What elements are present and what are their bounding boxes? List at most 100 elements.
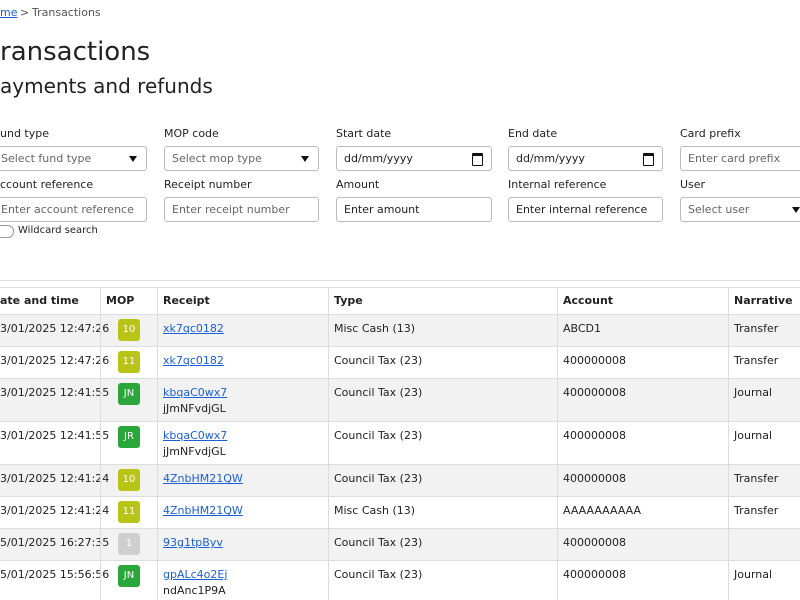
breadcrumb-separator: > [20,6,30,19]
breadcrumb-current: Transactions [32,6,101,19]
divider [0,280,800,281]
filter-placeholder: dd/mm/yyyy [344,152,413,165]
account-cell: 400000008 [563,386,626,399]
account-cell: AAAAAAAAAA [563,504,642,517]
filter-input[interactable]: Enter internal reference [508,197,663,222]
filter-label: und type [0,127,49,140]
column-border [328,287,329,600]
filter-input[interactable]: Enter card prefix [680,146,800,171]
filter-placeholder: Select fund type [1,152,92,165]
receipt-link[interactable]: kbqaC0wx7 [163,429,228,442]
mop-badge: JN [118,565,140,587]
narrative-cell: Journal [734,568,773,581]
mop-badge: 10 [118,319,140,341]
filter-placeholder: Select mop type [172,152,262,165]
receipt-link[interactable]: gpALc4o2Ej [163,568,228,581]
receipt-link[interactable]: 4ZnbHM21QW [163,504,243,517]
filter-placeholder: Enter internal reference [516,203,648,216]
page-title: ransactions [0,37,151,67]
type-cell: Council Tax (23) [334,386,423,399]
dropdown-arrow [129,156,137,162]
table-header-border [0,287,800,288]
filter-label: End date [508,127,558,140]
dropdown-arrow [792,207,800,213]
filter-label: Card prefix [680,127,741,140]
filter-placeholder: Enter receipt number [172,203,290,216]
filter-input[interactable]: Enter account reference [0,197,147,222]
wildcard-toggle[interactable] [0,225,14,238]
filter-input[interactable]: Enter receipt number [164,197,319,222]
receipt-link[interactable]: xk7qc0182 [163,322,224,335]
receipt-link[interactable]: kbqaC0wx7 [163,386,228,399]
column-header: ate and time [0,294,79,307]
filter-label: MOP code [164,127,219,140]
type-cell: Council Tax (23) [334,568,423,581]
narrative-cell: Transfer [734,354,779,367]
type-cell: Council Tax (23) [334,354,423,367]
type-cell: Misc Cash (13) [334,504,416,517]
filter-input[interactable]: Enter amount [336,197,492,222]
date-cell: 3/01/2025 12:41:55 [0,386,110,399]
date-cell: 5/01/2025 16:27:35 [0,536,110,549]
filter-input[interactable]: Select mop type [164,146,319,171]
column-header: Receipt [163,294,210,307]
account-cell: 400000008 [563,354,626,367]
narrative-cell: Transfer [734,472,779,485]
filter-label: ccount reference [0,178,94,191]
narrative-cell: Journal [734,386,773,399]
account-cell: 400000008 [563,429,626,442]
type-cell: Council Tax (23) [334,429,423,442]
column-header: Type [334,294,363,307]
filter-placeholder: Enter amount [344,203,420,216]
mop-badge: JN [118,383,140,405]
mop-badge: 10 [118,469,140,491]
filter-label: Internal reference [508,178,607,191]
column-header: Account [563,294,614,307]
narrative-cell: Transfer [734,322,779,335]
receipt-reference: jJmNFvdjGL [163,445,226,458]
account-cell: ABCD1 [563,322,602,335]
date-cell: 3/01/2025 12:47:26 [0,322,110,335]
narrative-cell: Journal [734,429,773,442]
filter-label: Amount [336,178,380,191]
filter-input[interactable]: dd/mm/yyyy [336,146,492,171]
receipt-link[interactable]: 93g1tpByv [163,536,223,549]
type-cell: Council Tax (23) [334,536,423,549]
type-cell: Council Tax (23) [334,472,423,485]
date-cell: 5/01/2025 15:56:56 [0,568,110,581]
receipt-link[interactable]: xk7qc0182 [163,354,224,367]
mop-badge: 11 [118,501,140,523]
filter-label: Receipt number [164,178,252,191]
narrative-cell: Transfer [734,504,779,517]
column-border [100,287,101,600]
filter-input[interactable]: dd/mm/yyyy [508,146,663,171]
receipt-link[interactable]: 4ZnbHM21QW [163,472,243,485]
account-cell: 400000008 [563,568,626,581]
page-subtitle: ayments and refunds [0,74,213,98]
filter-input[interactable]: Select fund type [0,146,147,171]
filter-placeholder: Select user [688,203,750,216]
wildcard-label: Wildcard search [18,225,98,236]
date-cell: 3/01/2025 12:41:55 [0,429,110,442]
calendar-icon [643,153,654,166]
receipt-reference: jJmNFvdjGL [163,402,226,415]
filter-input[interactable]: Select user [680,197,800,222]
breadcrumb-home[interactable]: me [0,6,18,19]
calendar-icon [472,153,483,166]
column-border [157,287,158,600]
receipt-reference: ndAnc1P9A [163,584,226,597]
mop-badge: 1 [118,533,140,555]
filter-label: Start date [336,127,392,140]
type-cell: Misc Cash (13) [334,322,416,335]
account-cell: 400000008 [563,536,626,549]
mop-badge: 11 [118,351,140,373]
date-cell: 3/01/2025 12:47:26 [0,354,110,367]
date-cell: 3/01/2025 12:41:24 [0,472,110,485]
account-cell: 400000008 [563,472,626,485]
column-header: MOP [106,294,135,307]
filter-placeholder: dd/mm/yyyy [516,152,585,165]
filter-placeholder: Enter account reference [1,203,134,216]
filter-placeholder: Enter card prefix [688,152,781,165]
column-border [728,287,729,600]
